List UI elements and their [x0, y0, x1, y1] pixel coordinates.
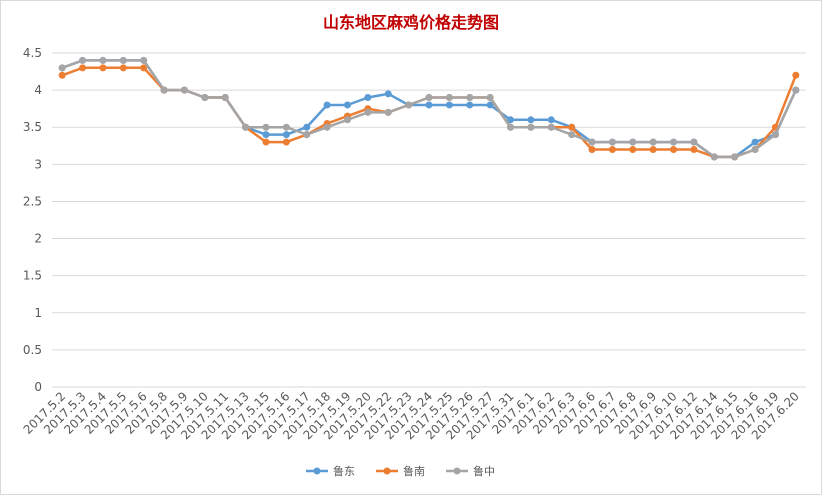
data-point: [201, 94, 209, 102]
data-point: [527, 123, 535, 131]
data-point: [649, 138, 657, 146]
data-point: [262, 138, 270, 146]
data-point: [771, 131, 779, 139]
data-point: [343, 116, 351, 124]
data-point: [486, 101, 494, 109]
data-point: [445, 94, 453, 102]
data-point: [568, 123, 576, 131]
y-tick-label: 0.5: [23, 343, 42, 357]
data-point: [140, 56, 148, 64]
data-point: [79, 56, 87, 64]
legend-marker: [453, 467, 461, 475]
data-point: [588, 145, 596, 153]
data-point: [690, 138, 698, 146]
y-axis-tick-labels: 0 0.5 1 1.5 2 2.5 3 3.5 4 4.5: [23, 46, 42, 394]
data-point: [99, 64, 107, 72]
y-tick-label: 0: [34, 380, 42, 394]
data-point: [282, 131, 290, 139]
data-point: [608, 138, 616, 146]
data-point: [221, 94, 229, 102]
data-point: [608, 145, 616, 153]
data-point: [323, 123, 331, 131]
legend-label: 鲁东: [333, 464, 355, 478]
legend-marker: [383, 467, 391, 475]
data-point: [731, 153, 739, 161]
data-point: [140, 64, 148, 72]
chart-title: 山东地区麻鸡价格走势图: [323, 13, 499, 32]
data-point: [547, 116, 555, 124]
data-point: [364, 94, 372, 102]
y-tick-label: 3.5: [23, 120, 42, 134]
legend-marker: [313, 467, 321, 475]
data-point: [588, 138, 596, 146]
legend: 鲁东 鲁南 鲁中: [306, 464, 495, 478]
data-point: [445, 101, 453, 109]
data-point: [649, 145, 657, 153]
data-point: [792, 71, 800, 79]
data-point: [629, 138, 637, 146]
y-tick-label: 4: [34, 83, 42, 97]
data-point: [323, 101, 331, 109]
y-tick-label: 1.5: [23, 269, 42, 283]
data-point: [527, 116, 535, 124]
data-point: [507, 116, 515, 124]
data-point: [180, 86, 188, 94]
data-point: [384, 108, 392, 116]
data-point: [568, 131, 576, 139]
data-point: [119, 64, 127, 72]
data-point: [303, 131, 311, 139]
legend-item: 鲁中: [446, 464, 495, 478]
data-point: [58, 64, 66, 72]
data-point: [262, 131, 270, 139]
legend-item: 鲁东: [306, 464, 355, 478]
data-point: [507, 123, 515, 131]
data-point: [547, 123, 555, 131]
legend-label: 鲁中: [473, 464, 495, 478]
y-tick-label: 2.5: [23, 194, 42, 208]
legend-item: 鲁南: [376, 464, 425, 478]
data-point: [364, 108, 372, 116]
data-point: [99, 56, 107, 64]
series-lines: [58, 56, 800, 161]
data-point: [384, 90, 392, 98]
y-tick-label: 1: [34, 306, 42, 320]
data-point: [405, 101, 413, 109]
data-point: [282, 123, 290, 131]
data-point: [425, 94, 433, 102]
data-point: [425, 101, 433, 109]
data-point: [751, 138, 759, 146]
y-tick-label: 2: [34, 232, 42, 246]
data-point: [792, 86, 800, 94]
data-point: [242, 123, 250, 131]
data-point: [282, 138, 290, 146]
data-point: [160, 86, 168, 94]
data-point: [486, 94, 494, 102]
y-tick-label: 3: [34, 157, 42, 171]
data-point: [751, 145, 759, 153]
series-3: [58, 56, 800, 161]
data-point: [710, 153, 718, 161]
data-point: [670, 145, 678, 153]
data-point: [343, 101, 351, 109]
legend-label: 鲁南: [403, 464, 425, 478]
data-point: [466, 94, 474, 102]
x-axis-tick-labels: 2017.5.22017.5.32017.5.42017.5.52017.5.6…: [21, 389, 802, 442]
data-point: [79, 64, 87, 72]
y-tick-label: 4.5: [23, 46, 42, 60]
data-point: [119, 56, 127, 64]
data-point: [262, 123, 270, 131]
data-point: [629, 145, 637, 153]
data-point: [303, 123, 311, 131]
data-point: [690, 145, 698, 153]
data-point: [466, 101, 474, 109]
data-point: [670, 138, 678, 146]
data-point: [58, 71, 66, 79]
